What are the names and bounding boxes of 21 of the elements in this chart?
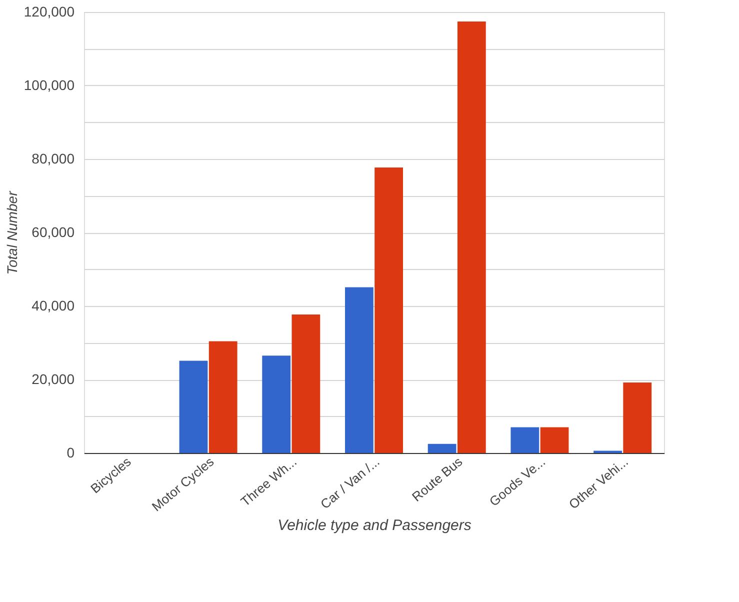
x-axis-title: Vehicle type and Passengers: [278, 517, 472, 534]
y-tick-label: 60,000: [32, 224, 75, 240]
bar: [345, 287, 374, 453]
bar: [374, 167, 403, 453]
y-tick-label: 40,000: [32, 298, 75, 314]
bar: [262, 356, 291, 453]
x-tick-label: Car / Van /...: [318, 454, 382, 512]
y-tick-label: 120,000: [24, 4, 75, 20]
bar: [510, 427, 540, 453]
y-axis-title: Total Number: [4, 190, 20, 275]
bar: [540, 427, 569, 453]
bar: [457, 22, 486, 453]
y-tick-label: 80,000: [32, 150, 75, 166]
y-tick-label: 20,000: [32, 371, 75, 387]
y-tick-label: 100,000: [24, 77, 75, 93]
bar: [208, 341, 238, 453]
bar: [179, 360, 208, 453]
bar: [623, 382, 652, 453]
bar: [292, 314, 320, 453]
y-tick-label: 0: [66, 444, 75, 460]
bar: [428, 444, 456, 453]
